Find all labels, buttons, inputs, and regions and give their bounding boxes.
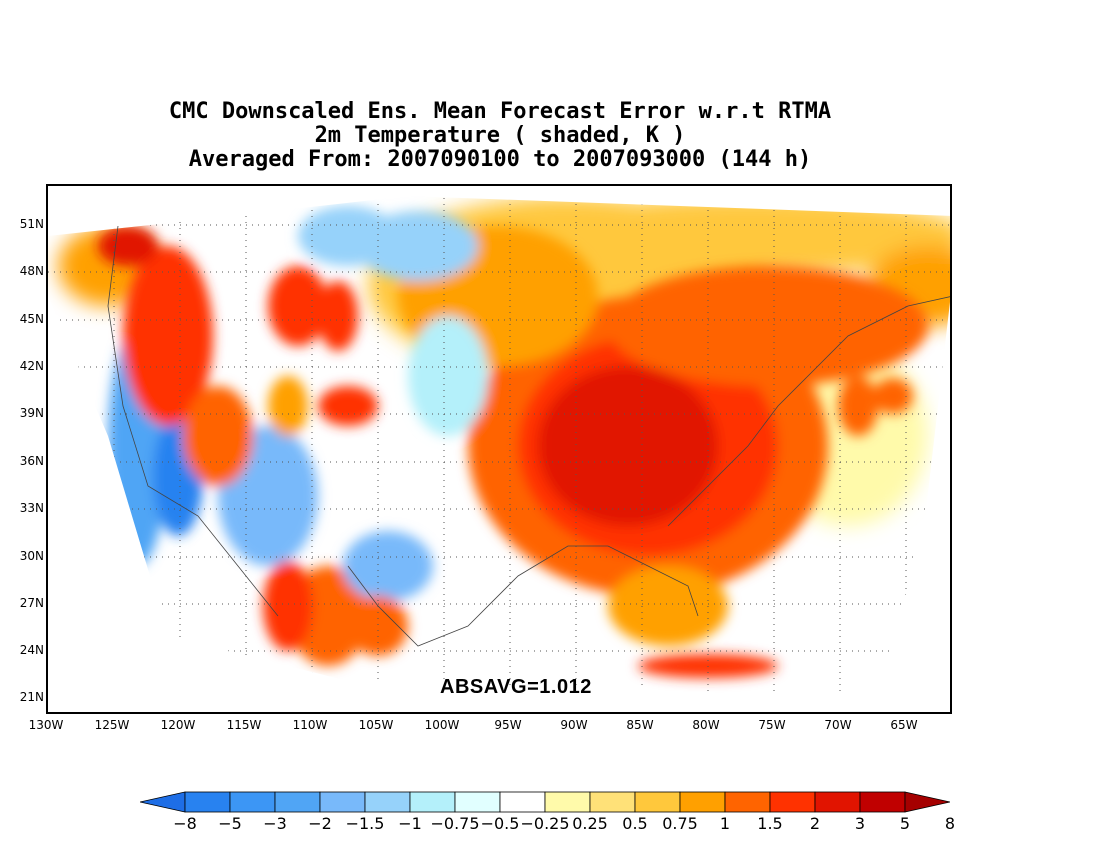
colorbar-cell [454, 791, 501, 813]
colorbar-arrow-high [904, 791, 950, 813]
lon-label-80w: 80W [692, 718, 720, 732]
colorbar-tick-label: −0.5 [480, 814, 520, 833]
colorbar-cell [499, 791, 546, 813]
lat-label-42n: 42N [19, 359, 44, 373]
lon-label-70w: 70W [824, 718, 852, 732]
lat-label-39n: 39N [19, 406, 44, 420]
colorbar-cell [319, 791, 366, 813]
colorbar-cell [364, 791, 411, 813]
colorbar-tick-label: −1.5 [345, 814, 385, 833]
lat-label-21n: 21N [19, 690, 44, 704]
colorbar-tick-label: −0.75 [430, 814, 480, 833]
lat-label-30n: 30N [19, 549, 44, 563]
lat-label-36n: 36N [19, 454, 44, 468]
colorbar-tick-label: −3 [263, 814, 287, 833]
lon-label-95w: 95W [494, 718, 522, 732]
colorbar-tick-label: 0.25 [572, 814, 608, 833]
lon-label-115w: 115W [226, 718, 262, 732]
graticule [48, 196, 950, 696]
lon-label-65w: 65W [890, 718, 918, 732]
colorbar-tick-label: 1 [719, 814, 731, 833]
colorbar-tick-label: −1 [398, 814, 422, 833]
colorbar-cell [769, 791, 816, 813]
colorbar-tick-label: 0.5 [622, 814, 648, 833]
colorbar-tick-label: 5 [899, 814, 911, 833]
colorbar-cell [589, 791, 636, 813]
lat-label-45n: 45N [19, 312, 44, 326]
lon-label-100w: 100W [424, 718, 460, 732]
lat-label-48n: 48N [19, 264, 44, 278]
colorbar-tick-label: 8 [944, 814, 956, 833]
lon-label-120w: 120W [160, 718, 196, 732]
colorbar-cell [859, 791, 906, 813]
colorbar-tick-label: 1.5 [757, 814, 783, 833]
title-line-3: Averaged From: 2007090100 to 2007093000 … [188, 147, 812, 172]
colorbar-cell [229, 791, 276, 813]
colorbar-arrow-low [140, 791, 186, 813]
colorbar-cell [409, 791, 456, 813]
lat-label-51n: 51N [19, 217, 44, 231]
lon-label-125w: 125W [94, 718, 130, 732]
lat-label-27n: 27N [19, 596, 44, 610]
colorbar-cell [679, 791, 726, 813]
title-line-2: 2m Temperature ( shaded, K ) [314, 123, 686, 148]
lon-label-110w: 110W [292, 718, 328, 732]
coastline [107, 225, 950, 647]
lon-label-90w: 90W [560, 718, 588, 732]
absavg-label: ABSAVG=1.012 [440, 676, 592, 698]
lon-label-85w: 85W [626, 718, 654, 732]
lon-label-75w: 75W [758, 718, 786, 732]
colorbar-cell [724, 791, 771, 813]
map-panel [46, 184, 952, 714]
colorbar-tick-label: −2 [308, 814, 332, 833]
colorbar-cell [634, 791, 681, 813]
colorbar-cell [184, 791, 231, 813]
colorbar-tick-label: −8 [173, 814, 197, 833]
lat-label-24n: 24N [19, 643, 44, 657]
colorbar-tick-label: −0.25 [520, 814, 570, 833]
colorbar [140, 791, 950, 813]
colorbar-cell [814, 791, 861, 813]
temperature-error-map [48, 196, 950, 696]
shaded-field [48, 196, 950, 696]
colorbar-tick-label: 3 [854, 814, 866, 833]
colorbar-tick-label: 2 [809, 814, 821, 833]
colorbar-cell [544, 791, 591, 813]
map-title: CMC Downscaled Ens. Mean Forecast Error … [0, 100, 1000, 172]
lon-label-130w: 130W [28, 718, 64, 732]
colorbar-tick-label: 0.75 [662, 814, 698, 833]
lat-label-33n: 33N [19, 501, 44, 515]
colorbar-tick-label: −5 [218, 814, 242, 833]
title-line-1: CMC Downscaled Ens. Mean Forecast Error … [168, 99, 832, 124]
lon-label-105w: 105W [358, 718, 394, 732]
colorbar-cell [274, 791, 321, 813]
